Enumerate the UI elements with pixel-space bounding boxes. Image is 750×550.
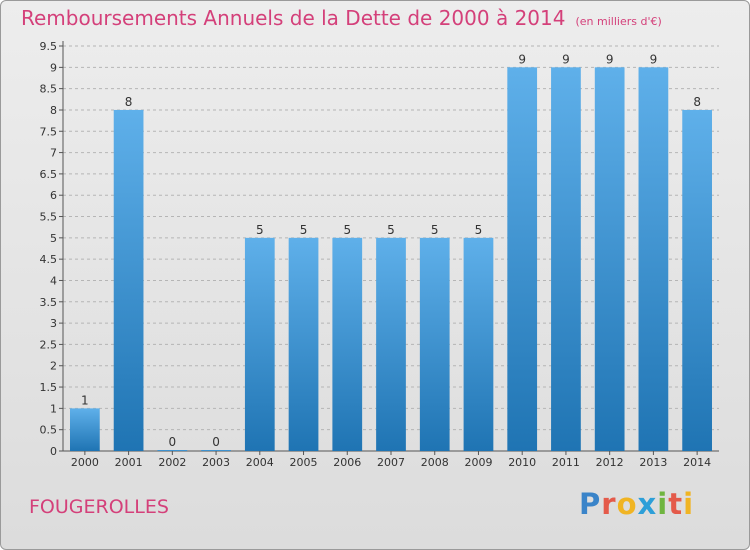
x-tick-label-2000: 2000 [71,456,99,469]
y-tick-label: 4.5 [40,253,58,266]
bar-2001 [113,109,144,452]
x-tick-label-2011: 2011 [552,456,580,469]
x-tick-label-2006: 2006 [333,456,361,469]
bar-2010 [507,67,538,451]
proxiti-logo: Proxiti [579,487,695,521]
x-tick-labels: 2000 2001 2002 2003 2004 2005 2006 2007 2008 2009… [71,456,711,469]
x-tick-label-2008: 2008 [421,456,449,469]
bar-2002 [157,450,188,451]
data-label-2014: 8 [693,95,701,109]
y-tick-label: 1.5 [40,381,58,394]
data-label-2003: 0 [212,435,220,449]
data-label-2013: 9 [650,52,658,66]
y-tick-label: 8 [50,104,57,117]
data-label-2009: 5 [475,223,483,237]
y-tick-label: 6.5 [40,168,58,181]
x-tick-label-2013: 2013 [639,456,667,469]
y-tick-label: 8.5 [40,83,58,96]
y-tick-label: 0.5 [40,424,58,437]
bar-2006 [332,237,363,451]
bar-2011 [551,67,581,451]
bar-2004 [244,237,275,451]
x-tick-label-2012: 2012 [596,456,624,469]
y-tick-labels: 0 0.5 1 1.5 2 2.5 3 3.5 4 4.5 5 5.5 6 6.5 7 7.5 8 8.5 9 9.5 [40,40,58,458]
bar-2009 [463,237,494,451]
y-tick-label: 2 [50,360,57,373]
data-label-2005: 5 [300,223,308,237]
y-tick-label: 9.5 [40,40,58,53]
bar-2013 [638,67,669,451]
data-label-2007: 5 [387,223,395,237]
chart-title: Remboursements Annuels de la Dette de 20… [21,6,662,30]
x-tick-label-2014: 2014 [683,456,711,469]
y-tick-label: 3.5 [40,296,58,309]
y-tick-label: 2.5 [40,338,58,351]
y-tick-label: 5 [50,232,57,245]
bar-2008 [419,237,450,451]
chart-title-text: Remboursements Annuels de la Dette de 20… [21,6,566,30]
x-tick-label-2009: 2009 [464,456,492,469]
data-label-2006: 5 [343,223,351,237]
y-tick-label: 5.5 [40,211,58,224]
bar-2005 [288,237,319,451]
bar-2012 [594,67,625,451]
data-label-2010: 9 [518,52,526,66]
bar-2003 [201,450,231,451]
x-tick-label-2004: 2004 [246,456,274,469]
data-label-2008: 5 [431,223,439,237]
data-label-2011: 9 [562,52,570,66]
bar-2000 [69,408,100,451]
data-label-2004: 5 [256,223,264,237]
y-tick-label: 7 [50,147,57,160]
x-tick-label-2002: 2002 [158,456,186,469]
bars [69,67,713,452]
data-labels: 1 8 0 0 5 5 5 5 5 5 9 9 9 9 8 [81,52,701,449]
data-label-2001: 8 [125,95,133,109]
y-tick-label: 7.5 [40,125,58,138]
y-tick-label: 0 [50,445,57,458]
x-tick-label-2003: 2003 [202,456,230,469]
y-tick-label: 6 [50,189,57,202]
x-tick-label-2005: 2005 [290,456,318,469]
x-tick-label-2001: 2001 [115,456,143,469]
x-tick-label-2010: 2010 [508,456,536,469]
town-name: FOUGEROLLES [29,496,169,518]
data-label-2012: 9 [606,52,614,66]
y-tick-label: 4 [50,274,57,287]
y-tick-label: 1 [50,402,57,415]
chart-title-unit: (en milliers d'€) [575,15,662,28]
y-tick-label: 9 [50,61,57,74]
bar-2014 [682,109,713,452]
y-tick-label: 3 [50,317,57,330]
data-label-2002: 0 [169,435,177,449]
data-label-2000: 1 [81,393,89,407]
x-tick-label-2007: 2007 [377,456,405,469]
bar-2007 [376,237,406,451]
